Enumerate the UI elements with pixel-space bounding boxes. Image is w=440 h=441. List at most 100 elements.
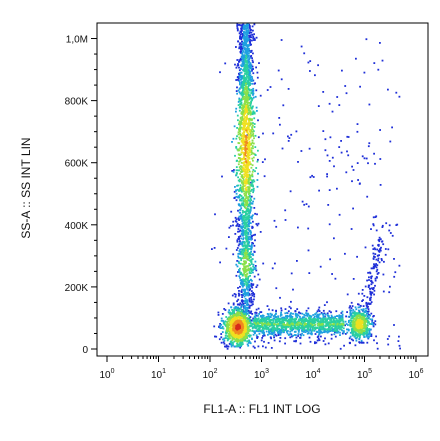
- data-point: [248, 245, 251, 247]
- data-point: [228, 309, 231, 312]
- data-point: [309, 328, 312, 331]
- data-point: [381, 224, 384, 227]
- data-point: [260, 322, 263, 324]
- data-point: [244, 142, 246, 145]
- data-point: [296, 316, 299, 319]
- data-point: [239, 173, 242, 175]
- data-point: [247, 134, 250, 136]
- data-point: [235, 79, 238, 81]
- data-point: [365, 334, 368, 336]
- data-point: [273, 323, 276, 325]
- data-point: [243, 153, 245, 156]
- data-point: [279, 296, 281, 299]
- data-point: [377, 254, 379, 257]
- data-point: [242, 234, 244, 237]
- data-point: [307, 249, 310, 252]
- data-point: [326, 331, 329, 334]
- data-point: [345, 323, 348, 325]
- data-point: [244, 111, 247, 113]
- data-point: [247, 75, 250, 78]
- data-point: [250, 153, 253, 156]
- data-point: [263, 175, 266, 178]
- data-point: [248, 272, 251, 274]
- data-point: [362, 334, 365, 336]
- data-point: [244, 49, 247, 52]
- data-point: [274, 333, 277, 336]
- data-point: [337, 322, 340, 324]
- data-point: [237, 40, 240, 43]
- data-point: [254, 233, 256, 236]
- data-point: [240, 306, 242, 309]
- data-point: [241, 111, 244, 114]
- data-point: [248, 122, 250, 125]
- data-point: [331, 273, 333, 275]
- data-point: [319, 330, 322, 333]
- data-point: [329, 325, 332, 328]
- data-point: [251, 126, 253, 129]
- data-point: [336, 323, 339, 326]
- data-point: [243, 78, 246, 80]
- data-point: [311, 320, 313, 323]
- data-point: [252, 39, 255, 41]
- data-point: [277, 324, 280, 327]
- data-point: [253, 323, 255, 326]
- data-point: [241, 60, 244, 62]
- data-point: [274, 313, 277, 315]
- data-point: [236, 169, 239, 172]
- data-point: [257, 307, 260, 310]
- data-point: [252, 184, 254, 187]
- data-point: [250, 231, 252, 234]
- data-point: [294, 313, 297, 316]
- data-point: [231, 335, 233, 338]
- data-point: [241, 149, 243, 151]
- data-point: [269, 323, 271, 326]
- data-point: [245, 277, 247, 280]
- data-point: [245, 166, 248, 169]
- data-point: [348, 319, 350, 322]
- data-point: [317, 324, 320, 327]
- data-point: [375, 215, 378, 218]
- data-point: [320, 323, 323, 326]
- data-point: [237, 298, 240, 301]
- data-point: [257, 172, 259, 175]
- data-point: [245, 292, 248, 294]
- data-point: [324, 337, 326, 340]
- data-point: [245, 222, 247, 224]
- data-point: [245, 313, 248, 315]
- data-point: [297, 335, 299, 337]
- data-point: [316, 315, 319, 317]
- data-point: [374, 284, 376, 287]
- data-point: [286, 320, 289, 323]
- data-point: [374, 248, 377, 251]
- data-point: [363, 329, 365, 332]
- data-point: [262, 262, 265, 265]
- data-point: [261, 320, 264, 323]
- data-point: [250, 250, 252, 253]
- data-point: [245, 130, 248, 133]
- data-point: [235, 192, 238, 195]
- data-point: [247, 231, 250, 234]
- data-point: [263, 340, 265, 343]
- data-point: [253, 126, 256, 128]
- data-point: [239, 189, 242, 192]
- data-point: [237, 345, 240, 348]
- data-point: [244, 100, 246, 103]
- data-point: [398, 344, 401, 347]
- data-point: [251, 179, 253, 182]
- data-point: [236, 247, 239, 249]
- data-point: [245, 77, 247, 80]
- data-point: [251, 147, 253, 149]
- data-point: [353, 318, 356, 320]
- data-point: [239, 33, 242, 36]
- data-point: [241, 241, 244, 243]
- data-point: [282, 104, 285, 107]
- data-point: [298, 318, 301, 321]
- data-point: [264, 325, 266, 327]
- data-point: [245, 247, 247, 249]
- data-point: [369, 302, 372, 305]
- data-point: [366, 320, 369, 322]
- data-point: [254, 318, 257, 320]
- data-point: [232, 171, 235, 173]
- data-point: [247, 60, 250, 63]
- data-point: [242, 188, 245, 190]
